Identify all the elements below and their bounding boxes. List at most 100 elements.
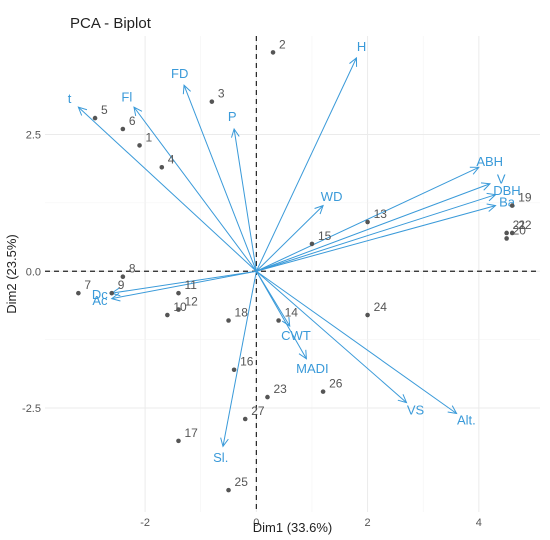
individual-point: 7	[76, 278, 91, 296]
individual-point: 19	[509, 191, 532, 208]
vector-line	[255, 271, 307, 360]
vector-line	[183, 85, 257, 272]
point-marker	[209, 99, 215, 104]
variable-label: Alt.	[457, 412, 476, 427]
vector-line	[255, 205, 324, 272]
point-marker	[320, 389, 326, 394]
vector-line	[256, 205, 496, 272]
vector-arrowhead	[480, 182, 492, 191]
individual-point: 17	[176, 426, 198, 444]
individual-point: 27	[242, 404, 265, 422]
point-label: 18	[235, 306, 249, 320]
individual-point: 9	[109, 278, 125, 296]
point-label: 14	[285, 306, 299, 320]
vector-arrowhead	[220, 437, 229, 448]
individual-point: 20	[504, 223, 526, 241]
variable-vector: Ac	[92, 270, 257, 308]
point-marker	[270, 50, 276, 55]
zero-lines	[45, 36, 540, 512]
point-label: 23	[273, 382, 287, 396]
point-marker	[92, 115, 98, 121]
point-marker	[231, 367, 237, 373]
vector-line	[255, 57, 357, 272]
vector-arrowhead	[397, 394, 408, 404]
point-label: 4	[168, 152, 175, 166]
vector-arrowhead	[486, 192, 497, 202]
individual-point: 24	[365, 300, 388, 318]
y-tick-label: 2.5	[26, 129, 41, 141]
point-label: 7	[84, 278, 91, 292]
vector-arrowhead	[349, 56, 358, 67]
point-label: 8	[129, 262, 136, 276]
individual-point: 25	[226, 475, 249, 493]
vector-line	[222, 271, 257, 447]
variable-vector: FD	[171, 66, 257, 272]
axis-ticks: -2 0 2 4-2.50.02.5	[22, 129, 482, 529]
vector-line	[111, 270, 257, 300]
point-marker	[76, 290, 81, 296]
point-marker	[137, 143, 142, 148]
individual-point: 5	[92, 103, 108, 121]
point-marker	[226, 487, 231, 493]
variable-label: Fl	[121, 90, 132, 105]
individual-point: 16	[231, 355, 254, 373]
individual-point: 4	[159, 152, 175, 170]
individual-point: 15	[309, 229, 332, 247]
individual-point: 26	[320, 377, 343, 394]
variable-label: Dc	[92, 287, 108, 302]
point-marker	[176, 290, 181, 296]
individual-point: 6	[120, 114, 136, 132]
chart-title: PCA - Biplot	[70, 15, 152, 32]
vector-line	[78, 106, 257, 272]
variable-label: FD	[171, 66, 188, 81]
vector-line	[256, 183, 491, 272]
variable-vector: Alt.	[256, 270, 476, 427]
grid	[45, 36, 540, 512]
point-marker	[176, 438, 181, 444]
point-label: 17	[184, 426, 198, 440]
vector-arrowhead	[77, 106, 88, 116]
point-marker	[265, 394, 270, 400]
point-marker	[120, 126, 126, 132]
variable-vector: t	[68, 91, 257, 272]
point-marker	[509, 230, 515, 236]
variable-label: VS	[407, 402, 425, 417]
point-marker	[365, 219, 370, 225]
point-label: 26	[329, 377, 343, 391]
vector-arrowhead	[281, 316, 291, 327]
point-marker	[276, 318, 281, 323]
vector-line	[256, 270, 457, 414]
variable-vector: V	[256, 172, 506, 272]
variable-vector: P	[228, 109, 257, 272]
individual-point: 22	[509, 218, 532, 236]
x-tick-label: 4	[476, 517, 482, 529]
individual-point: 1	[137, 130, 153, 148]
point-label: 25	[235, 475, 249, 489]
vector-line	[256, 166, 480, 272]
individual-point: 12	[176, 295, 198, 312]
individual-point: 3	[209, 87, 225, 104]
individual-point: 8	[120, 262, 136, 280]
individual-point: 18	[226, 306, 248, 323]
variable-label: t	[68, 91, 72, 106]
variable-vector: DBH	[256, 183, 521, 272]
vector-arrowhead	[314, 204, 324, 215]
variable-vector: VS	[256, 270, 425, 417]
vector-arrowhead	[182, 84, 191, 95]
point-label: 11	[184, 278, 197, 292]
variable-vector: H	[255, 39, 366, 272]
variable-vector: WD	[255, 189, 342, 272]
vector-arrowhead	[447, 405, 458, 415]
individual-points: 1234567891011121314151617181920212223242…	[76, 37, 532, 493]
point-label: 19	[518, 191, 532, 205]
x-tick-label: 2	[365, 517, 371, 529]
point-label: 6	[129, 114, 136, 128]
individual-point: 2	[270, 37, 286, 55]
point-label: 13	[374, 207, 388, 221]
point-label: 5	[101, 103, 108, 117]
point-label: 1	[146, 130, 153, 144]
point-label: 24	[374, 300, 388, 314]
y-axis-label: Dim2 (23.5%)	[4, 234, 19, 313]
